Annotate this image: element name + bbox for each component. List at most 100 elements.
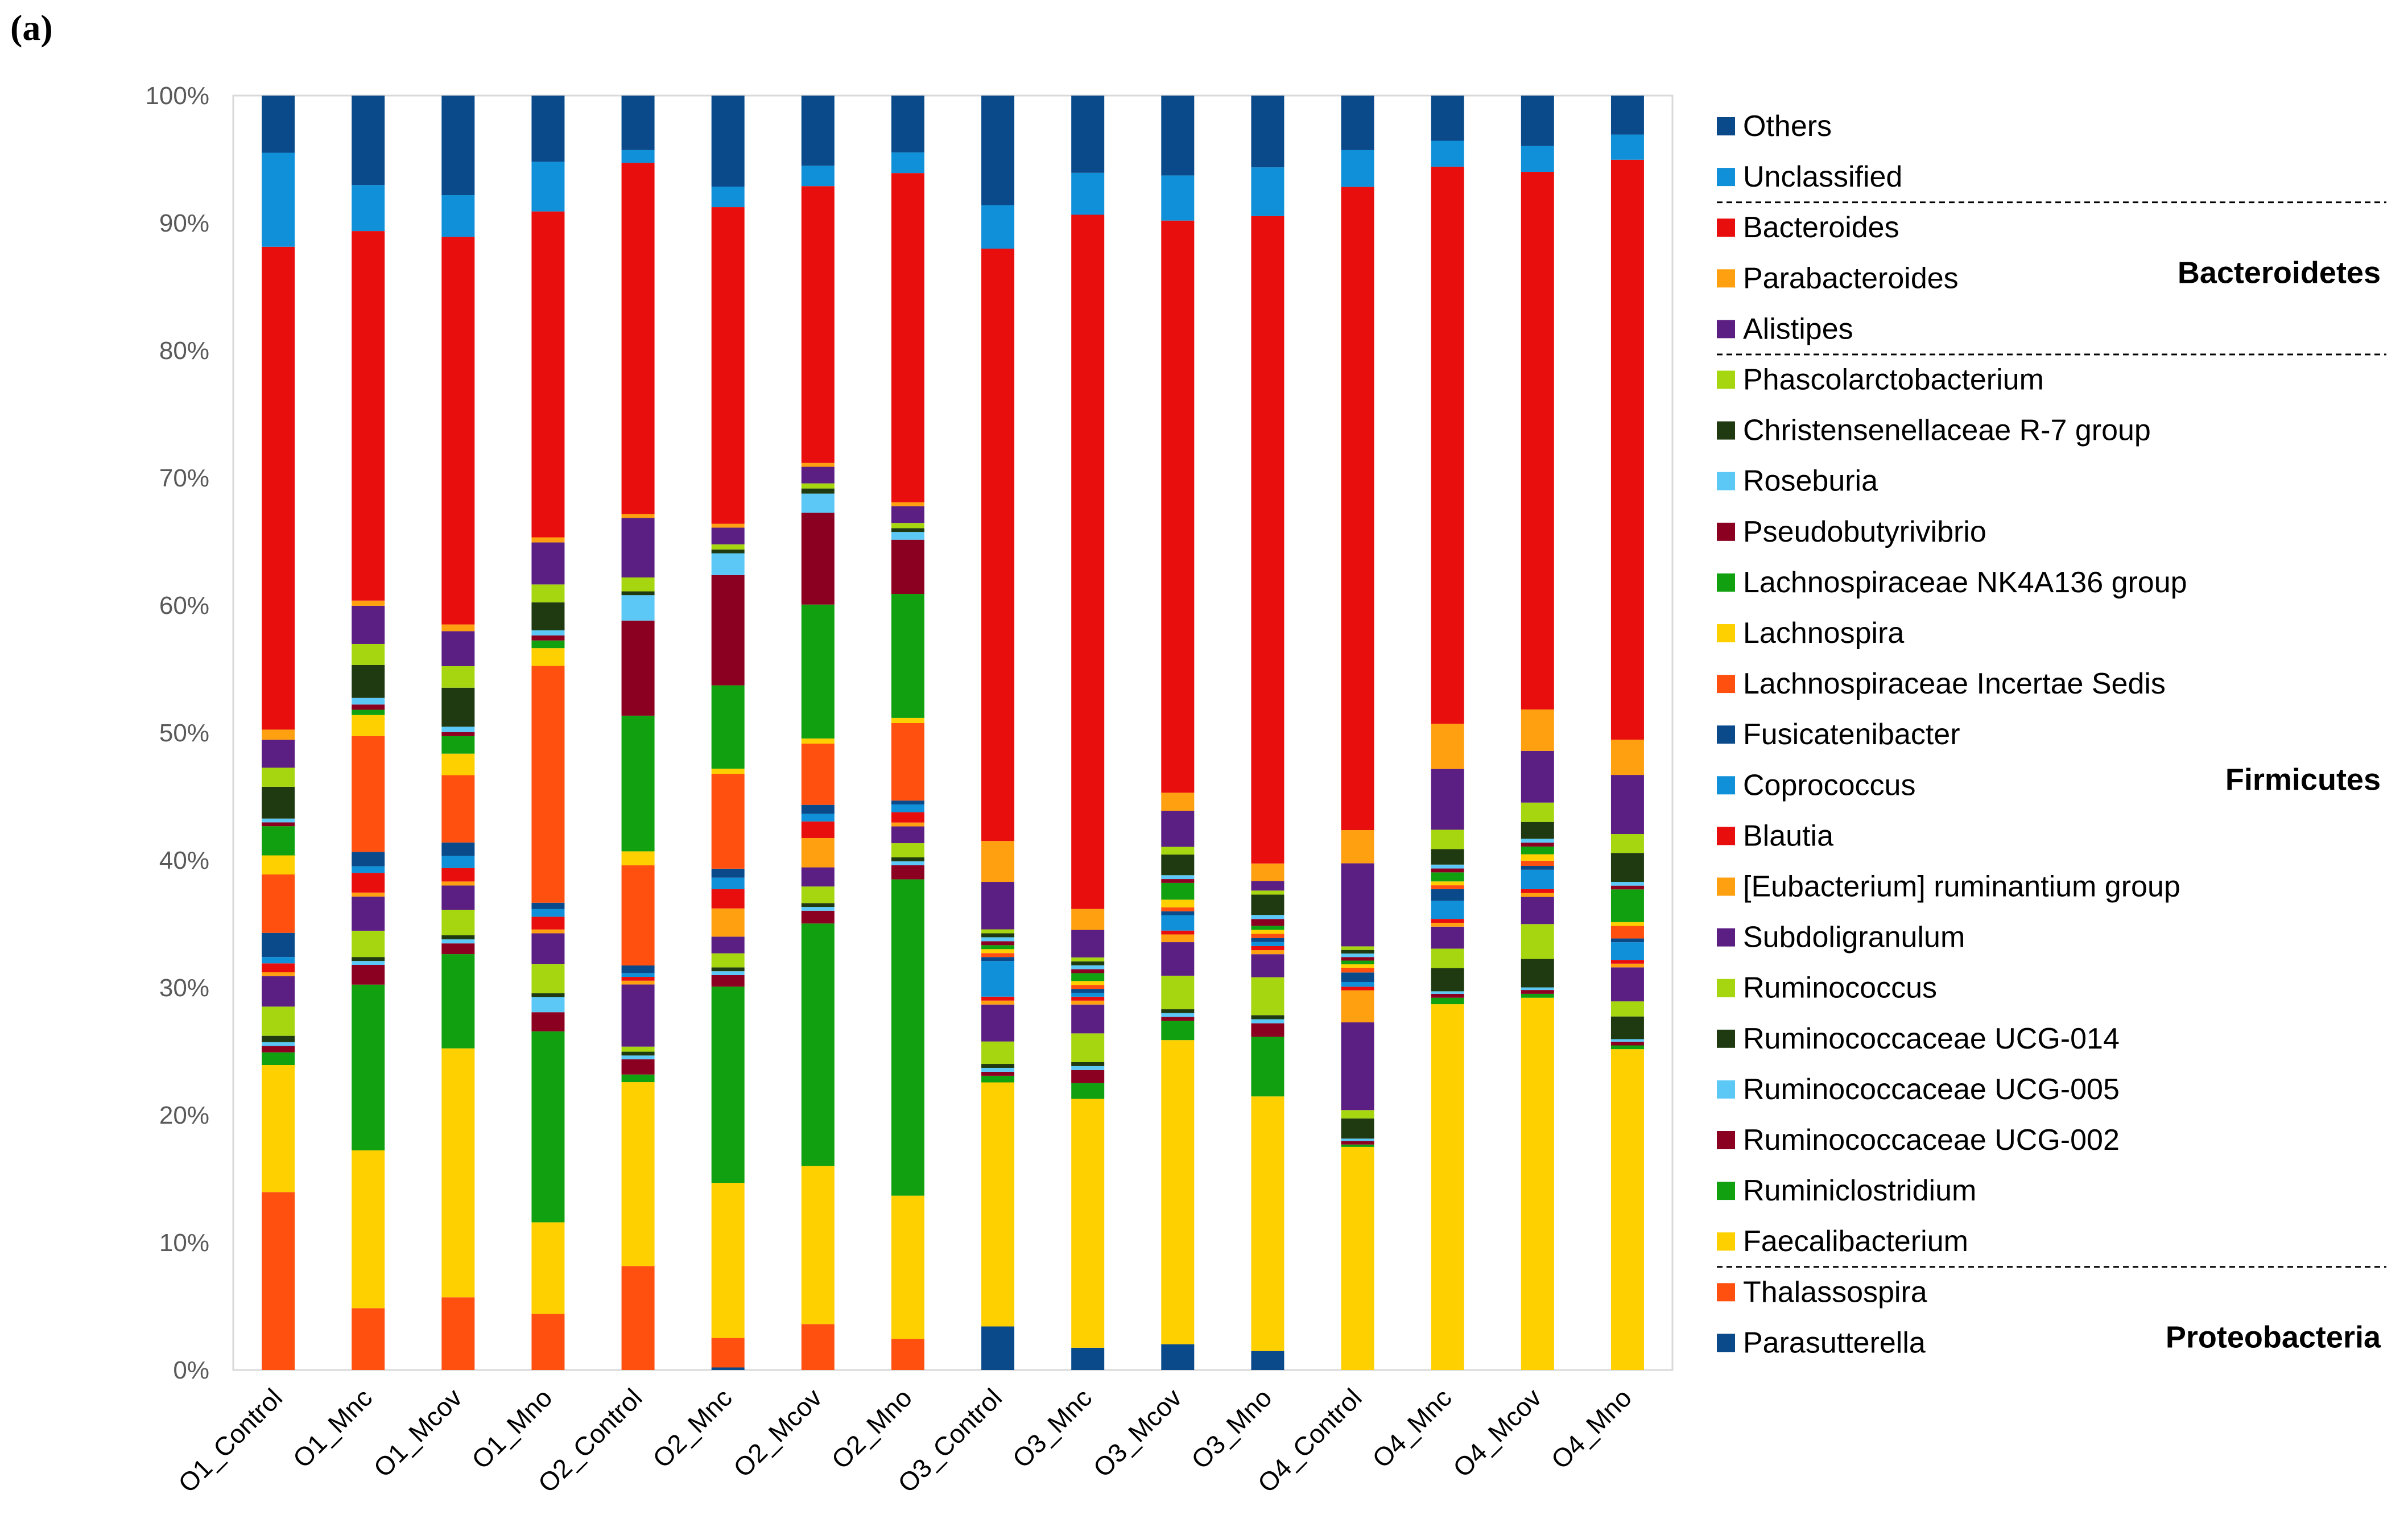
bar-segment [1071, 930, 1105, 958]
bar-segment [621, 715, 655, 852]
bar-segment [1251, 919, 1284, 926]
bar-segment [801, 738, 835, 744]
bar-segment [801, 493, 835, 513]
bar-segment [621, 1059, 655, 1075]
bar-segment [621, 150, 655, 163]
bar-segment [981, 1041, 1015, 1064]
bar-segment [891, 843, 924, 858]
bar-segment [801, 186, 835, 463]
bar-segment [981, 1082, 1015, 1327]
bar-segment [981, 205, 1015, 249]
x-axis: O1_ControlO1_MncO1_McovO1_MnoO2_ControlO… [172, 1383, 1637, 1498]
bar-segment [621, 595, 655, 621]
bar-segment [441, 954, 475, 1049]
bar-segment [1521, 750, 1554, 803]
panel-label: (a) [10, 7, 53, 48]
y-tick-label: 10% [159, 1229, 209, 1257]
legend-label: Pseudobutyrivibrio [1743, 515, 1986, 548]
legend-label: Lachnospira [1743, 617, 1904, 650]
bar-segment [801, 96, 835, 166]
bar-segment [1161, 847, 1195, 855]
bar-segment [1521, 822, 1554, 839]
bar-segment [1071, 985, 1105, 989]
bar-segment [531, 630, 565, 635]
bar-segment [1431, 868, 1464, 873]
x-tick-label: O3_Mcov [1087, 1383, 1187, 1483]
bar-segment [1251, 915, 1284, 919]
bar-segment [1161, 934, 1195, 943]
bar-segment [1610, 96, 1644, 135]
bar-segment [1251, 934, 1284, 938]
bar-segment [352, 643, 385, 665]
bar-segment [891, 723, 924, 801]
bar-segment [1341, 964, 1374, 968]
bar-segment [352, 715, 385, 736]
bar-segment [891, 594, 924, 718]
bar-segment [1610, 1049, 1644, 1370]
bar-segment [1521, 709, 1554, 751]
bar-segment [891, 173, 924, 502]
bar-segment [1251, 977, 1284, 1016]
legend-swatch [1717, 320, 1735, 339]
bar-segment [1431, 849, 1464, 865]
bar-segment [1431, 830, 1464, 849]
bar-segment [1071, 96, 1105, 173]
legend-swatch [1717, 218, 1735, 237]
bar-segment [621, 1082, 655, 1266]
bar-segment [1341, 987, 1374, 991]
bar-segment [711, 187, 745, 208]
bar-segment [1610, 1041, 1644, 1046]
legend-label: Thalassospira [1743, 1276, 1927, 1309]
bar-segment [441, 237, 475, 625]
x-tick-label: O3_Mno [1186, 1383, 1278, 1475]
bar-segment [1251, 946, 1284, 951]
bar-segment [262, 976, 295, 1007]
bar-segment [711, 523, 745, 528]
bar-segment [1251, 890, 1284, 895]
bar-segment [1251, 96, 1284, 168]
bar-segment [352, 1150, 385, 1309]
legend-swatch [1717, 1182, 1735, 1200]
bar-segment [621, 980, 655, 985]
bar-segment [1161, 915, 1195, 931]
bar-segment [531, 929, 565, 934]
bar-segment [801, 488, 835, 494]
legend-swatch [1717, 1283, 1735, 1302]
bar-segment [801, 907, 835, 911]
bar-segment [1610, 134, 1644, 160]
bar-segment [1610, 963, 1644, 968]
bar-segment [531, 602, 565, 630]
bar-segment [981, 941, 1015, 946]
bar-segment [1431, 872, 1464, 882]
legend-swatch [1717, 472, 1735, 490]
legend-label: Coprococcus [1743, 769, 1915, 802]
legend-label: Faecalibacterium [1743, 1225, 1968, 1258]
legend-label: Ruminiclostridium [1743, 1174, 1976, 1207]
bar-segment [621, 984, 655, 1047]
legend-swatch [1717, 725, 1735, 744]
bar-segment [711, 774, 745, 869]
bar-segment [531, 584, 565, 603]
bar-segment [531, 648, 565, 666]
bar-segment [1251, 881, 1284, 891]
bar-segment [711, 527, 745, 544]
x-tick-label: O1_Mcov [367, 1383, 468, 1483]
bar-segment [1521, 990, 1554, 994]
bar-segment [1251, 1351, 1284, 1370]
bar-segment [352, 704, 385, 710]
bar-segment [1610, 1001, 1644, 1017]
bar-segment [352, 605, 385, 644]
bar-segment [1071, 961, 1105, 965]
bar-segment [891, 861, 924, 865]
legend-swatch [1717, 1029, 1735, 1048]
legend-label: Blautia [1743, 819, 1833, 852]
bar-segment [441, 624, 475, 632]
bar-segment [1251, 950, 1284, 955]
bar-segment [441, 732, 475, 736]
bar-segment [1341, 946, 1374, 950]
legend-swatch [1717, 117, 1735, 135]
bar-segment [1521, 987, 1554, 991]
bar-segment [1341, 960, 1374, 964]
legend-swatch [1717, 827, 1735, 845]
legend-label: Subdoligranulum [1743, 921, 1965, 954]
